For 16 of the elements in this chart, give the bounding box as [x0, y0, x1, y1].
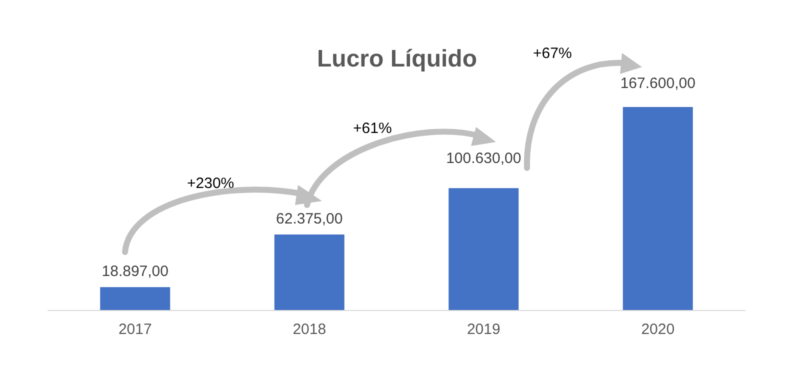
annotation: +230%	[187, 175, 234, 192]
data-label: 62.375,00	[276, 210, 343, 228]
x-tick-label: 2017	[118, 321, 152, 338]
data-label: 18.897,00	[102, 263, 168, 280]
data-label: 100.630,00	[446, 150, 522, 168]
data-label: 167.600,00	[620, 75, 696, 92]
x-tick-label: 2020	[641, 321, 675, 338]
x-tick-label: 2018	[292, 321, 326, 338]
chart-title: Lucro Líquido	[317, 46, 477, 72]
bar	[622, 107, 693, 310]
bar	[274, 234, 344, 310]
text: +67%	[533, 45, 572, 62]
bar	[100, 287, 170, 310]
bar	[448, 188, 519, 310]
x-tick-label: 2019	[466, 321, 500, 338]
annotation: +61%	[353, 120, 392, 137]
